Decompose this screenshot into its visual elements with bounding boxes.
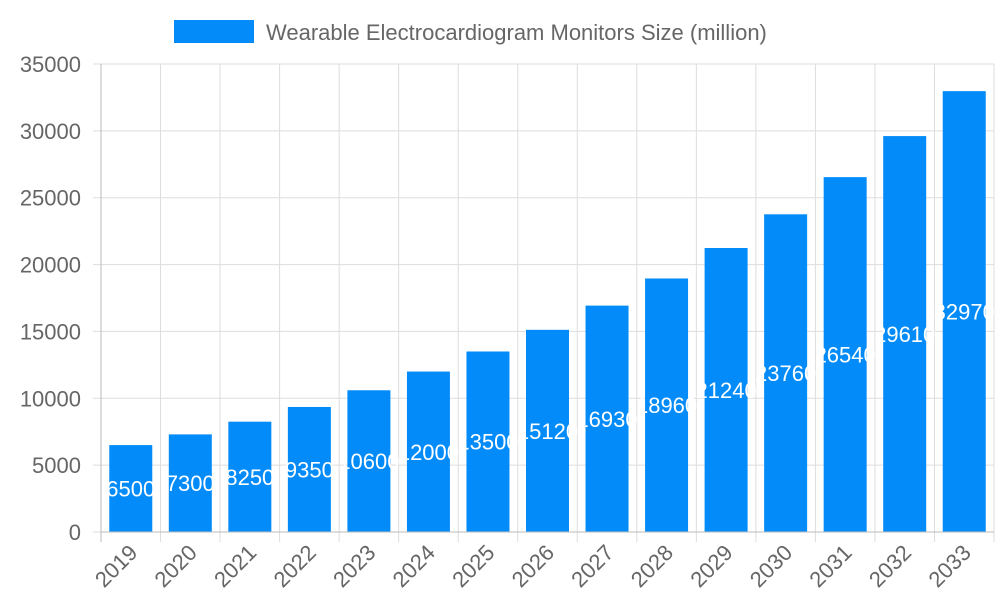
bar	[406, 371, 450, 532]
data-label: 8250	[225, 465, 274, 490]
data-label: 32970	[934, 300, 995, 325]
bar	[347, 390, 391, 532]
x-tick-label: 2027	[566, 540, 618, 592]
x-tick-label: 2030	[745, 540, 797, 592]
x-tick-label: 2032	[864, 540, 916, 592]
bar	[823, 177, 867, 532]
data-label: 12000	[398, 440, 459, 465]
x-tick-label: 2022	[269, 540, 321, 592]
y-tick-label: 5000	[32, 453, 81, 478]
bar	[526, 329, 569, 532]
data-label: 6500	[106, 477, 155, 502]
y-tick-label: 20000	[20, 253, 81, 278]
bar	[168, 434, 212, 532]
data-label: 7300	[166, 471, 215, 496]
y-tick-label: 10000	[20, 386, 81, 411]
x-tick-label: 2024	[388, 540, 440, 592]
bar	[645, 278, 689, 532]
bar	[883, 136, 927, 532]
bar	[466, 351, 510, 532]
x-tick-label: 2029	[685, 540, 737, 592]
data-label: 10600	[338, 449, 399, 474]
data-label: 29610	[874, 322, 935, 347]
bar	[228, 421, 272, 532]
legend-label: Wearable Electrocardiogram Monitors Size…	[266, 20, 767, 45]
data-label: 16930	[576, 407, 637, 432]
x-tick-label: 2025	[447, 540, 499, 592]
y-tick-label: 30000	[20, 119, 81, 144]
data-label: 13500	[457, 430, 518, 455]
legend[interactable]: Wearable Electrocardiogram Monitors Size…	[174, 20, 767, 45]
bar	[764, 214, 808, 532]
x-tick-label: 2021	[209, 540, 261, 592]
bar	[109, 445, 153, 532]
x-tick-label: 2020	[150, 540, 202, 592]
bar	[585, 305, 629, 532]
bar	[287, 406, 331, 532]
x-tick-label: 2026	[507, 540, 559, 592]
y-tick-label: 0	[69, 520, 81, 545]
x-tick-label: 2028	[626, 540, 678, 592]
x-tick-label: 2031	[804, 540, 856, 592]
y-tick-label: 25000	[20, 186, 81, 211]
data-label: 23760	[755, 361, 816, 386]
bar	[704, 247, 748, 533]
legend-swatch	[174, 20, 254, 43]
y-tick-label: 15000	[20, 319, 81, 344]
x-tick-label: 2023	[328, 540, 380, 592]
data-label: 26540	[815, 343, 876, 368]
x-tick-label: 2033	[923, 540, 975, 592]
y-tick-label: 35000	[20, 52, 81, 77]
x-tick-label: 2019	[90, 540, 142, 592]
bar	[942, 91, 986, 533]
data-label: 21240	[696, 378, 757, 403]
data-label: 18960	[636, 393, 697, 418]
data-label: 15120	[517, 419, 578, 444]
data-label: 9350	[285, 457, 334, 482]
